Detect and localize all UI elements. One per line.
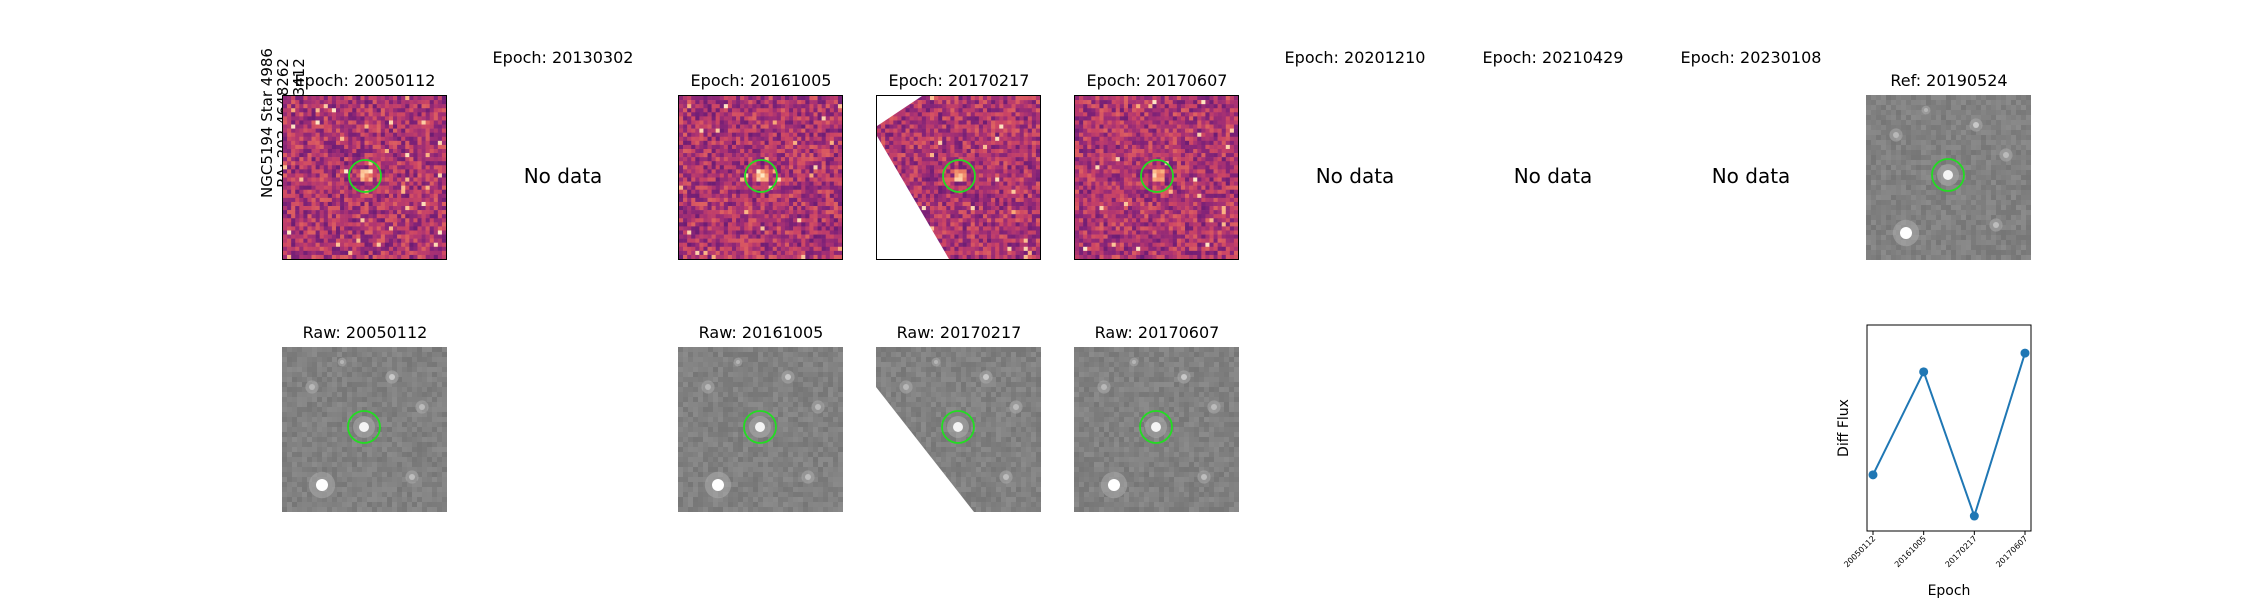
target-circle: [744, 159, 778, 193]
data-point-4: [2020, 348, 2030, 358]
epoch-title-4: Epoch: 20170217: [888, 71, 1030, 90]
diff-image-20170217: [876, 95, 1041, 260]
diff-image-20170607: [1074, 95, 1239, 260]
no-data-20230108: No data: [1711, 164, 1791, 188]
target-circle: [743, 410, 777, 444]
x-axis-label: Epoch: [1928, 583, 1971, 599]
target-circle: [348, 159, 382, 193]
y-axis-label: Diff Flux: [1836, 399, 1852, 457]
data-point-1: [1868, 470, 1878, 480]
diff-image-20050112: [282, 95, 447, 260]
diff-flux-chart: 20050112 20161005 20170217 20170607 Epoch Dif…: [1836, 324, 2032, 599]
star-name: NGC5194 Star 4986: [258, 48, 276, 198]
plot-frame: [1866, 324, 2032, 532]
raw-title-4: Raw: 20170607: [1094, 323, 1220, 342]
series-line: [1872, 352, 2026, 520]
epoch-title-3: Epoch: 20161005: [690, 71, 832, 90]
target-circle: [942, 159, 976, 193]
ref-image-20190524: [1866, 95, 2031, 260]
x-tick-label-2: 20161005: [1893, 534, 1928, 569]
no-data-20210429: No data: [1513, 164, 1593, 188]
data-point-3: [1969, 511, 1979, 521]
raw-title-2: Raw: 20161005: [698, 323, 824, 342]
data-point-2: [1919, 367, 1929, 377]
x-tick-label-1: 20050112: [1842, 534, 1877, 569]
raw-image-20161005: [678, 347, 843, 512]
epoch-title-8: Epoch: 20230108: [1680, 48, 1822, 67]
target-circle: [347, 410, 381, 444]
target-circle: [941, 410, 975, 444]
epoch-title-5: Epoch: 20170607: [1086, 71, 1228, 90]
raw-image-20170607: [1074, 347, 1239, 512]
epoch-title-1: Epoch: 20050112: [294, 71, 436, 90]
raw-image-20050112: [282, 347, 447, 512]
no-data-20130302: No data: [523, 164, 603, 188]
target-circle: [1140, 159, 1174, 193]
x-tick-label-3: 20170217: [1944, 534, 1979, 569]
epoch-title-6: Epoch: 20201210: [1284, 48, 1426, 67]
target-circle: [1931, 158, 1965, 192]
raw-title-1: Raw: 20050112: [302, 323, 428, 342]
raw-image-20170217: [876, 347, 1041, 512]
raw-title-3: Raw: 20170217: [896, 323, 1022, 342]
epoch-title-2: Epoch: 20130302: [492, 48, 634, 67]
target-circle: [1139, 410, 1173, 444]
ref-title: Ref: 20190524: [1890, 71, 2008, 90]
x-tick-label-4: 20170607: [1994, 534, 2029, 569]
no-data-20201210: No data: [1315, 164, 1395, 188]
epoch-title-7: Epoch: 20210429: [1482, 48, 1624, 67]
diff-image-20161005: [678, 95, 843, 260]
